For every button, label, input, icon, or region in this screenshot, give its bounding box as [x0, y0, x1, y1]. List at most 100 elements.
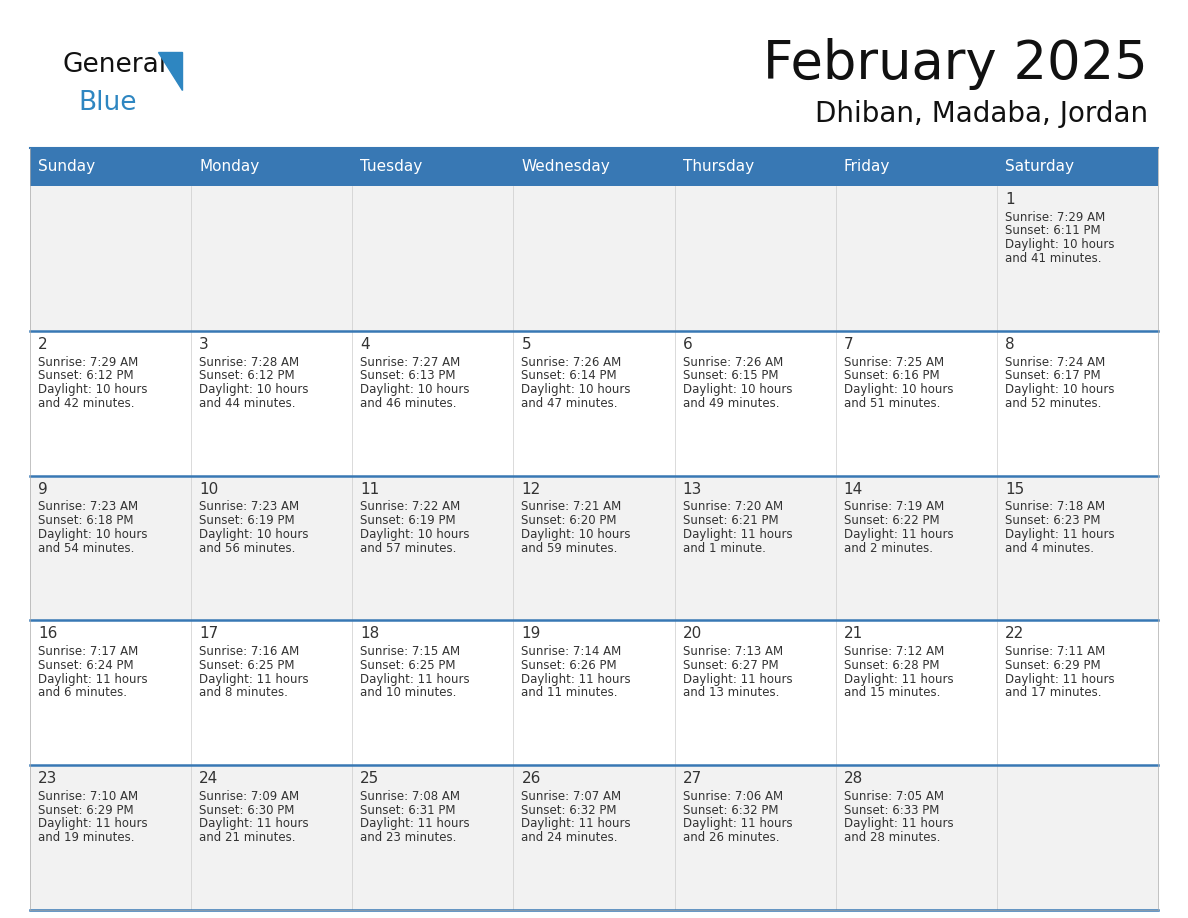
Text: 18: 18 — [360, 626, 380, 642]
Text: 11: 11 — [360, 482, 380, 497]
Text: Saturday: Saturday — [1005, 160, 1074, 174]
Text: Daylight: 11 hours: Daylight: 11 hours — [683, 673, 792, 686]
Text: Daylight: 11 hours: Daylight: 11 hours — [360, 673, 470, 686]
Text: Sunset: 6:22 PM: Sunset: 6:22 PM — [843, 514, 940, 527]
Polygon shape — [158, 52, 182, 90]
Text: Daylight: 11 hours: Daylight: 11 hours — [843, 528, 954, 541]
Text: Tuesday: Tuesday — [360, 160, 423, 174]
Text: Sunrise: 7:13 AM: Sunrise: 7:13 AM — [683, 645, 783, 658]
Text: Sunrise: 7:26 AM: Sunrise: 7:26 AM — [683, 355, 783, 368]
Text: Daylight: 10 hours: Daylight: 10 hours — [843, 383, 953, 396]
Text: Daylight: 11 hours: Daylight: 11 hours — [38, 817, 147, 831]
Text: 24: 24 — [200, 771, 219, 786]
Bar — [30, 186, 1158, 330]
Text: Daylight: 11 hours: Daylight: 11 hours — [522, 673, 631, 686]
Text: Sunrise: 7:25 AM: Sunrise: 7:25 AM — [843, 355, 944, 368]
Text: Sunset: 6:14 PM: Sunset: 6:14 PM — [522, 369, 617, 382]
Text: Daylight: 11 hours: Daylight: 11 hours — [1005, 673, 1114, 686]
Text: 27: 27 — [683, 771, 702, 786]
Text: and 2 minutes.: and 2 minutes. — [843, 542, 933, 554]
Text: 3: 3 — [200, 337, 209, 352]
Text: 19: 19 — [522, 626, 541, 642]
Text: Sunrise: 7:24 AM: Sunrise: 7:24 AM — [1005, 355, 1105, 368]
Text: Sunset: 6:24 PM: Sunset: 6:24 PM — [38, 659, 134, 672]
Text: and 15 minutes.: and 15 minutes. — [843, 687, 940, 700]
Text: 28: 28 — [843, 771, 862, 786]
Text: Blue: Blue — [78, 90, 137, 116]
Text: 21: 21 — [843, 626, 862, 642]
Text: Sunrise: 7:22 AM: Sunrise: 7:22 AM — [360, 500, 461, 513]
Text: Daylight: 11 hours: Daylight: 11 hours — [360, 817, 470, 831]
Text: and 21 minutes.: and 21 minutes. — [200, 831, 296, 845]
Text: and 17 minutes.: and 17 minutes. — [1005, 687, 1101, 700]
Text: and 6 minutes.: and 6 minutes. — [38, 687, 127, 700]
Text: Daylight: 10 hours: Daylight: 10 hours — [38, 383, 147, 396]
Text: Thursday: Thursday — [683, 160, 753, 174]
Text: and 42 minutes.: and 42 minutes. — [38, 397, 134, 409]
Text: and 1 minute.: and 1 minute. — [683, 542, 765, 554]
Text: Sunrise: 7:06 AM: Sunrise: 7:06 AM — [683, 789, 783, 803]
Text: Sunset: 6:15 PM: Sunset: 6:15 PM — [683, 369, 778, 382]
Text: 5: 5 — [522, 337, 531, 352]
Text: 1: 1 — [1005, 192, 1015, 207]
Text: 17: 17 — [200, 626, 219, 642]
Text: Sunset: 6:32 PM: Sunset: 6:32 PM — [522, 803, 617, 817]
Text: 2: 2 — [38, 337, 48, 352]
Text: February 2025: February 2025 — [763, 38, 1148, 90]
Text: and 11 minutes.: and 11 minutes. — [522, 687, 618, 700]
Bar — [30, 148, 1158, 186]
Text: Sunrise: 7:18 AM: Sunrise: 7:18 AM — [1005, 500, 1105, 513]
Text: Daylight: 11 hours: Daylight: 11 hours — [683, 817, 792, 831]
Text: 23: 23 — [38, 771, 57, 786]
Text: Daylight: 11 hours: Daylight: 11 hours — [1005, 528, 1114, 541]
Text: Daylight: 10 hours: Daylight: 10 hours — [360, 528, 469, 541]
Text: Sunset: 6:33 PM: Sunset: 6:33 PM — [843, 803, 940, 817]
Text: Daylight: 11 hours: Daylight: 11 hours — [200, 673, 309, 686]
Text: Daylight: 10 hours: Daylight: 10 hours — [200, 383, 309, 396]
Text: Daylight: 11 hours: Daylight: 11 hours — [683, 528, 792, 541]
Text: 26: 26 — [522, 771, 541, 786]
Text: and 23 minutes.: and 23 minutes. — [360, 831, 456, 845]
Text: Sunset: 6:30 PM: Sunset: 6:30 PM — [200, 803, 295, 817]
Text: Sunrise: 7:08 AM: Sunrise: 7:08 AM — [360, 789, 460, 803]
Text: and 52 minutes.: and 52 minutes. — [1005, 397, 1101, 409]
Text: Daylight: 10 hours: Daylight: 10 hours — [1005, 239, 1114, 252]
Text: and 10 minutes.: and 10 minutes. — [360, 687, 456, 700]
Text: Daylight: 10 hours: Daylight: 10 hours — [38, 528, 147, 541]
Text: Sunset: 6:23 PM: Sunset: 6:23 PM — [1005, 514, 1100, 527]
Text: and 46 minutes.: and 46 minutes. — [360, 397, 457, 409]
Text: Sunrise: 7:16 AM: Sunrise: 7:16 AM — [200, 645, 299, 658]
Text: Sunset: 6:21 PM: Sunset: 6:21 PM — [683, 514, 778, 527]
Text: Sunrise: 7:27 AM: Sunrise: 7:27 AM — [360, 355, 461, 368]
Bar — [30, 621, 1158, 766]
Text: Daylight: 10 hours: Daylight: 10 hours — [360, 383, 469, 396]
Bar — [30, 766, 1158, 910]
Text: 7: 7 — [843, 337, 853, 352]
Text: Sunset: 6:20 PM: Sunset: 6:20 PM — [522, 514, 617, 527]
Text: Sunset: 6:19 PM: Sunset: 6:19 PM — [360, 514, 456, 527]
Text: Sunset: 6:29 PM: Sunset: 6:29 PM — [1005, 659, 1100, 672]
Text: Sunrise: 7:14 AM: Sunrise: 7:14 AM — [522, 645, 621, 658]
Text: Daylight: 11 hours: Daylight: 11 hours — [38, 673, 147, 686]
Text: Sunrise: 7:23 AM: Sunrise: 7:23 AM — [200, 500, 299, 513]
Text: and 8 minutes.: and 8 minutes. — [200, 687, 287, 700]
Text: Dhiban, Madaba, Jordan: Dhiban, Madaba, Jordan — [815, 100, 1148, 128]
Text: and 4 minutes.: and 4 minutes. — [1005, 542, 1094, 554]
Text: and 41 minutes.: and 41 minutes. — [1005, 252, 1101, 265]
Bar — [30, 330, 1158, 476]
Text: 16: 16 — [38, 626, 57, 642]
Text: Sunset: 6:12 PM: Sunset: 6:12 PM — [200, 369, 295, 382]
Bar — [30, 476, 1158, 621]
Text: and 51 minutes.: and 51 minutes. — [843, 397, 940, 409]
Text: Sunrise: 7:26 AM: Sunrise: 7:26 AM — [522, 355, 621, 368]
Text: Sunset: 6:13 PM: Sunset: 6:13 PM — [360, 369, 456, 382]
Text: 20: 20 — [683, 626, 702, 642]
Text: Sunset: 6:28 PM: Sunset: 6:28 PM — [843, 659, 940, 672]
Text: Sunset: 6:27 PM: Sunset: 6:27 PM — [683, 659, 778, 672]
Text: 6: 6 — [683, 337, 693, 352]
Text: Sunset: 6:25 PM: Sunset: 6:25 PM — [200, 659, 295, 672]
Text: Sunset: 6:29 PM: Sunset: 6:29 PM — [38, 803, 134, 817]
Text: Daylight: 11 hours: Daylight: 11 hours — [522, 817, 631, 831]
Text: Sunrise: 7:09 AM: Sunrise: 7:09 AM — [200, 789, 299, 803]
Text: and 56 minutes.: and 56 minutes. — [200, 542, 296, 554]
